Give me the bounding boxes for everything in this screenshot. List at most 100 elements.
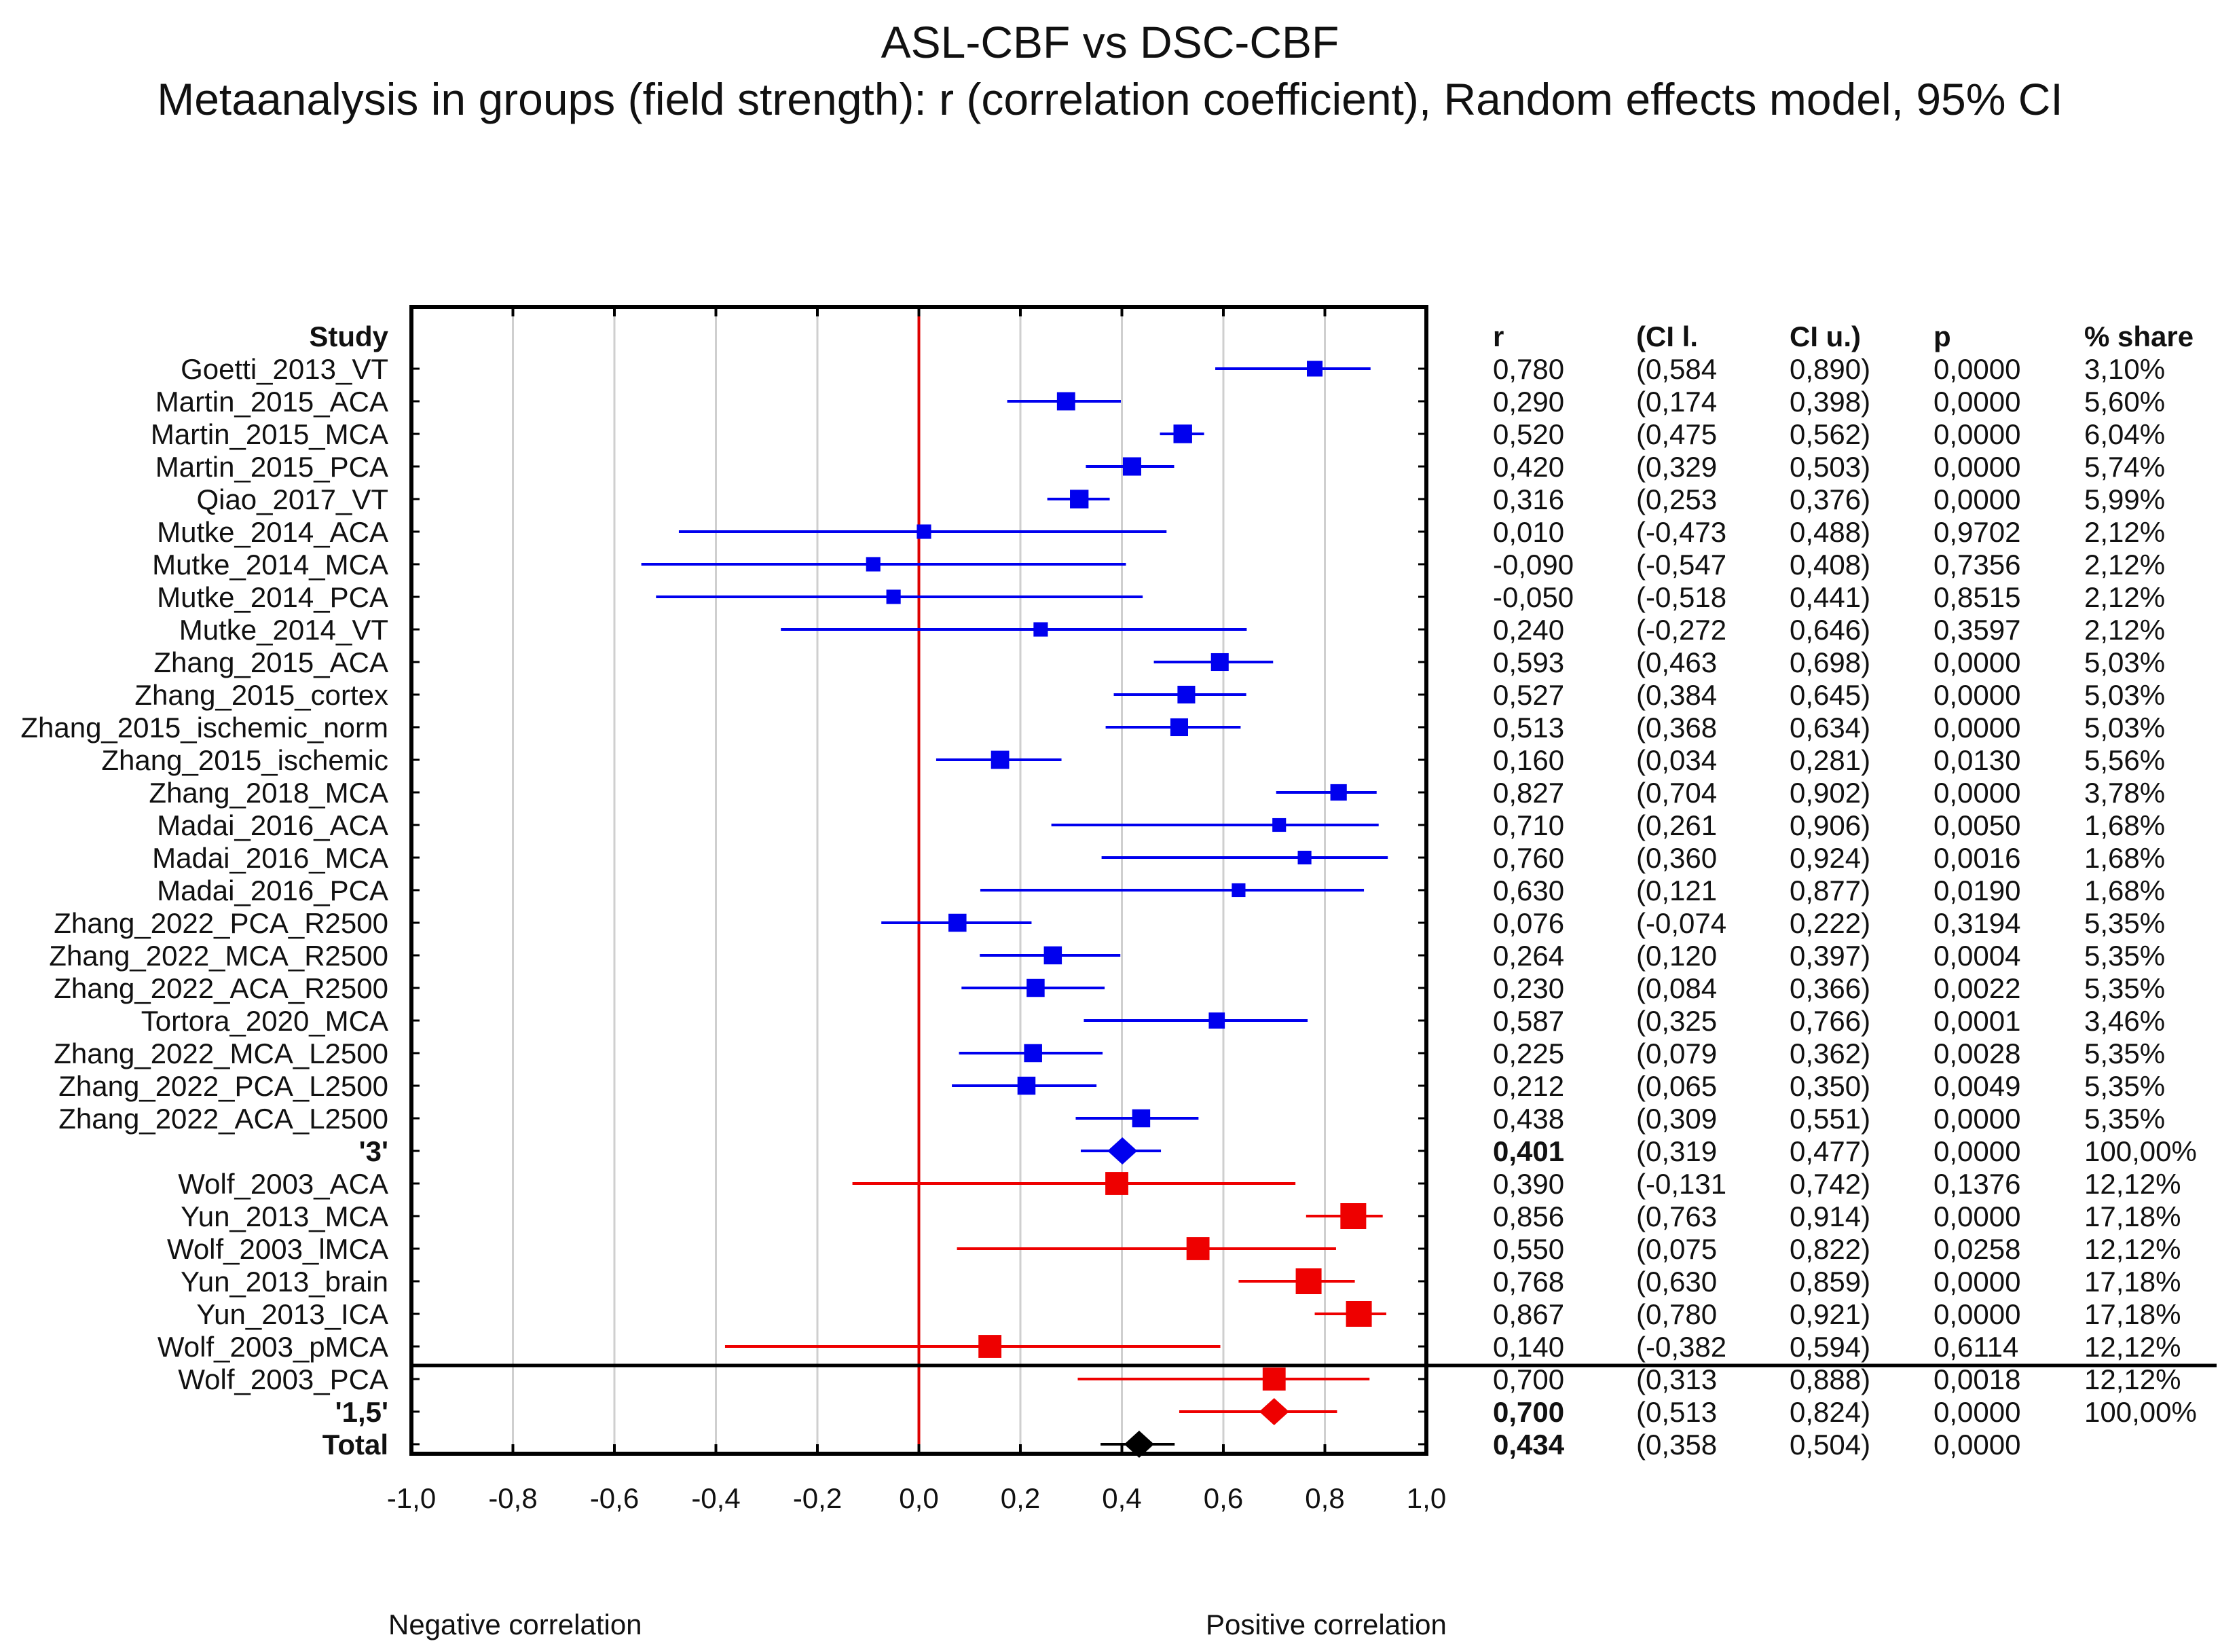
p-value: 0,0000 — [1934, 679, 2020, 711]
p-value: 0,0022 — [1934, 972, 2020, 1004]
r-value: 0,212 — [1493, 1070, 1564, 1102]
r-value: 0,438 — [1493, 1103, 1564, 1135]
r-value: 0,867 — [1493, 1298, 1564, 1330]
point-estimate — [1272, 818, 1287, 832]
p-value: 0,7356 — [1934, 549, 2020, 581]
study-column-header: Study — [309, 320, 388, 352]
share-percent: 5,35% — [2084, 972, 2165, 1004]
p-value: 0,0028 — [1934, 1038, 2020, 1069]
point-estimate — [1017, 1076, 1036, 1095]
p-value: 0,0016 — [1934, 842, 2020, 874]
ci-upper: 0,877) — [1790, 875, 1870, 906]
r-value: 0,420 — [1493, 451, 1564, 483]
study-label: Mutke_2014_VT — [179, 614, 388, 646]
study-label: Zhang_2018_MCA — [149, 777, 388, 809]
point-estimate — [1070, 490, 1089, 509]
study-label: Martin_2015_MCA — [151, 418, 388, 450]
x-tick-label: 0,6 — [1204, 1482, 1243, 1514]
p-value: 0,0000 — [1934, 353, 2020, 385]
ci-lower: (-0,131 — [1636, 1168, 1726, 1200]
point-estimate — [1297, 850, 1312, 865]
ci-lower: (0,034 — [1636, 744, 1717, 776]
share-percent: 12,12% — [2084, 1168, 2181, 1200]
p-value: 0,0000 — [1934, 1135, 2020, 1167]
ci-lower: (0,384 — [1636, 679, 1717, 711]
share-percent: 1,68% — [2084, 809, 2165, 841]
r-value: 0,700 — [1493, 1363, 1564, 1395]
p-value: 0,0000 — [1934, 483, 2020, 515]
share-percent: 12,12% — [2084, 1331, 2181, 1363]
share-percent: 100,00% — [2084, 1396, 2197, 1428]
forest-markers — [641, 361, 1388, 1458]
ci-upper: 0,366) — [1790, 972, 1870, 1004]
share-percent: 5,03% — [2084, 646, 2165, 678]
ci-lower: (0,079 — [1636, 1038, 1717, 1069]
ci-lower: (0,084 — [1636, 972, 1717, 1004]
r-value: 0,593 — [1493, 646, 1564, 678]
p-value: 0,0190 — [1934, 875, 2020, 906]
positive-correlation-label: Positive correlation — [1206, 1609, 1447, 1640]
ci-upper: 0,281) — [1790, 744, 1870, 776]
ci-upper: 0,551) — [1790, 1103, 1870, 1135]
ci-lower: (0,704 — [1636, 777, 1717, 809]
r-value: 0,401 — [1493, 1135, 1564, 1167]
summary-diamond — [1124, 1431, 1154, 1458]
share-percent: 3,10% — [2084, 353, 2165, 385]
study-label: Yun_2013_ICA — [196, 1298, 388, 1330]
share-percent: 2,12% — [2084, 549, 2165, 581]
r-value: 0,230 — [1493, 972, 1564, 1004]
r-value: 0,264 — [1493, 940, 1564, 972]
x-tick-label: -1,0 — [387, 1482, 436, 1514]
ci-lower: (0,329 — [1636, 451, 1717, 483]
point-estimate — [886, 589, 901, 604]
share-percent: 2,12% — [2084, 516, 2165, 548]
ci-upper: 0,594) — [1790, 1331, 1870, 1363]
r-value: 0,630 — [1493, 875, 1564, 906]
ci-lower: (-0,518 — [1636, 581, 1726, 613]
share-percent: 17,18% — [2084, 1200, 2181, 1232]
p-value: 0,0000 — [1934, 1396, 2020, 1428]
point-estimate — [1210, 653, 1229, 672]
ci-upper: 0,504) — [1790, 1429, 1870, 1461]
x-tick-label: -0,6 — [590, 1482, 639, 1514]
study-label: '1,5' — [335, 1396, 388, 1428]
x-tick-label: -0,8 — [488, 1482, 537, 1514]
r-value: 0,710 — [1493, 809, 1564, 841]
share-percent: 5,35% — [2084, 1038, 2165, 1069]
ci-lower: (0,075 — [1636, 1233, 1717, 1265]
study-label: Wolf_2003_pMCA — [158, 1331, 388, 1363]
r-value: 0,076 — [1493, 907, 1564, 939]
study-label: Yun_2013_MCA — [181, 1200, 388, 1232]
p-value: 0,0000 — [1934, 386, 2020, 418]
share-percent: 2,12% — [2084, 581, 2165, 613]
study-label: Madai_2016_PCA — [157, 875, 388, 906]
p-value: 0,0018 — [1934, 1363, 2020, 1395]
p-value: 0,0000 — [1934, 712, 2020, 744]
point-estimate — [1132, 1109, 1151, 1128]
grid-lines — [512, 307, 1326, 1454]
point-estimate — [991, 750, 1010, 769]
point-estimate — [1177, 685, 1196, 704]
study-label: Zhang_2022_MCA_L2500 — [54, 1038, 388, 1069]
ci-upper: 0,766) — [1790, 1005, 1870, 1037]
p-value: 0,0258 — [1934, 1233, 2020, 1265]
p-value: 0,3194 — [1934, 907, 2020, 939]
study-label: Martin_2015_ACA — [155, 386, 388, 418]
p-value: 0,8515 — [1934, 581, 2020, 613]
ci-lower: (-0,272 — [1636, 614, 1726, 646]
share-percent: 1,68% — [2084, 842, 2165, 874]
p-value: 0,0050 — [1934, 809, 2020, 841]
r-value: 0,827 — [1493, 777, 1564, 809]
point-estimate — [1026, 978, 1045, 997]
r-value: 0,527 — [1493, 679, 1564, 711]
ci-upper: 0,503) — [1790, 451, 1870, 483]
ci-lower: (0,253 — [1636, 483, 1717, 515]
x-tick-label: -0,4 — [691, 1482, 740, 1514]
ci-upper: 0,742) — [1790, 1168, 1870, 1200]
study-label: Zhang_2015_cortex — [134, 679, 388, 711]
p-value: 0,3597 — [1934, 614, 2020, 646]
share-percent: 2,12% — [2084, 614, 2165, 646]
r-value: 0,780 — [1493, 353, 1564, 385]
ci-upper: 0,888) — [1790, 1363, 1870, 1395]
share-percent: 5,35% — [2084, 1103, 2165, 1135]
